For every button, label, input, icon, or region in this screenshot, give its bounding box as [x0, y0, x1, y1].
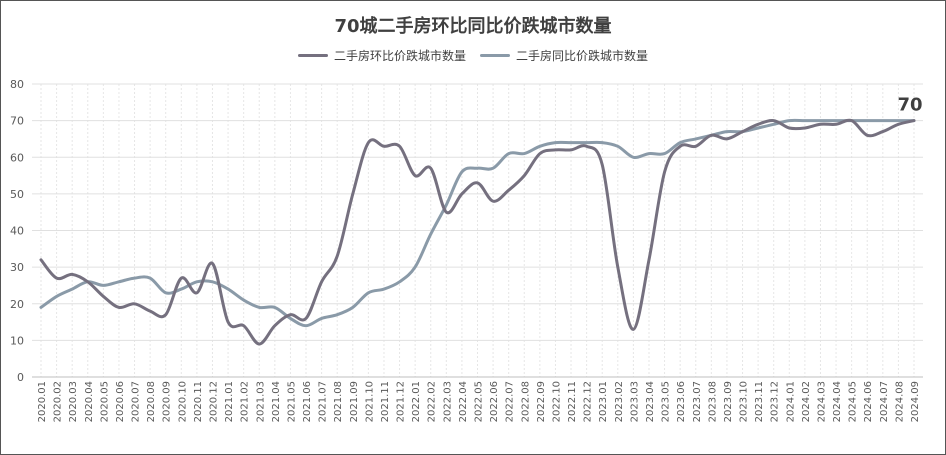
x-tick-label: 2023.03 — [629, 381, 640, 422]
x-tick-label: 2020.02 — [53, 381, 64, 422]
x-tick-label: 2024.06 — [863, 381, 874, 422]
x-tick-label: 2020.10 — [177, 381, 188, 422]
x-tick-label: 2020.01 — [37, 381, 48, 422]
legend: 二手房环比价跌城市数量 二手房同比价跌城市数量 — [0, 47, 946, 64]
series-line-yoy — [39, 118, 916, 328]
x-tick-label: 2020.03 — [68, 381, 79, 422]
x-tick-label: 2022.05 — [474, 381, 485, 422]
x-tick-label: 2022.01 — [411, 381, 422, 422]
y-tick-label: 0 — [17, 371, 24, 384]
x-tick-label: 2021.09 — [349, 381, 360, 422]
x-tick-label: 2024.07 — [879, 381, 890, 422]
x-tick-label: 2023.01 — [598, 381, 609, 422]
x-tick-label: 2023.10 — [739, 381, 750, 422]
x-tick-label: 2021.07 — [318, 381, 329, 422]
y-tick-label: 30 — [10, 261, 24, 274]
x-tick-label: 2021.06 — [302, 381, 313, 422]
legend-swatch-yoy — [480, 54, 510, 57]
x-tick-label: 2021.11 — [380, 381, 391, 422]
x-tick-label: 2022.04 — [458, 381, 469, 422]
x-tick-label: 2024.03 — [816, 381, 827, 422]
x-tick-label: 2020.12 — [208, 381, 219, 422]
y-tick-label: 80 — [10, 78, 24, 91]
x-tick-label: 2022.03 — [442, 381, 453, 422]
x-tick-label: 2024.04 — [832, 381, 843, 422]
x-tick-label: 2021.03 — [255, 381, 266, 422]
y-tick-label: 70 — [10, 115, 24, 128]
x-tick-label: 2020.08 — [146, 381, 157, 422]
x-tick-label: 2022.09 — [536, 381, 547, 422]
y-tick-label: 50 — [10, 188, 24, 201]
x-tick-label: 2021.04 — [271, 381, 282, 422]
x-tick-label: 2024.05 — [848, 381, 859, 422]
x-tick-label: 2023.02 — [614, 381, 625, 422]
legend-swatch-mom — [297, 54, 328, 57]
x-tick-label: 2021.08 — [333, 381, 344, 422]
x-tick-label: 2022.10 — [551, 381, 562, 422]
y-tick-label: 20 — [10, 298, 24, 311]
x-tick-label: 2023.12 — [770, 381, 781, 422]
y-tick-label: 40 — [10, 225, 24, 238]
chart-title: 70城二手房环比同比价跌城市数量 — [334, 16, 612, 37]
x-tick-label: 2024.02 — [801, 381, 812, 422]
x-tick-label: 2020.04 — [84, 381, 95, 422]
end-value-label: 70 — [897, 95, 922, 116]
y-tick-label: 10 — [10, 334, 24, 347]
x-tick-label: 2023.04 — [645, 381, 656, 422]
x-tick-label: 2021.02 — [240, 381, 251, 422]
x-tick-label: 2022.12 — [583, 381, 594, 422]
legend-label-yoy: 二手房同比价跌城市数量 — [516, 49, 649, 63]
x-tick-label: 2023.09 — [723, 381, 734, 422]
x-tick-label: 2023.11 — [754, 381, 765, 422]
legend-item-yoy[interactable]: 二手房同比价跌城市数量 — [480, 47, 648, 64]
legend-item-mom[interactable]: 二手房环比价跌城市数量 — [297, 47, 466, 64]
x-tick-label: 2020.07 — [131, 381, 142, 422]
x-tick-label: 2020.11 — [193, 381, 204, 422]
x-tick-label: 2023.05 — [661, 381, 672, 422]
x-tick-label: 2023.06 — [676, 381, 687, 422]
legend-label-mom: 二手房环比价跌城市数量 — [333, 49, 466, 63]
x-tick-label: 2023.07 — [692, 381, 703, 422]
x-tick-label: 2023.08 — [707, 381, 718, 422]
x-tick-label: 2024.01 — [785, 381, 796, 422]
x-tick-label: 2020.09 — [162, 381, 173, 422]
x-tick-label: 2022.08 — [520, 381, 531, 422]
x-tick-label: 2021.05 — [286, 381, 297, 422]
x-tick-label: 2022.07 — [505, 381, 516, 422]
x-tick-label: 2024.08 — [894, 381, 905, 422]
x-tick-label: 2024.09 — [910, 381, 921, 422]
x-tick-label: 2020.05 — [99, 381, 110, 422]
x-tick-label: 2021.01 — [224, 381, 235, 422]
x-tick-label: 2022.02 — [427, 381, 438, 422]
series-line-mom — [39, 118, 916, 346]
x-tick-label: 2021.12 — [396, 381, 407, 422]
x-tick-label: 2022.06 — [489, 381, 500, 422]
x-tick-label: 2020.06 — [115, 381, 126, 422]
x-tick-label: 2021.10 — [364, 381, 375, 422]
y-tick-label: 60 — [10, 151, 24, 164]
x-tick-label: 2022.11 — [567, 381, 578, 422]
